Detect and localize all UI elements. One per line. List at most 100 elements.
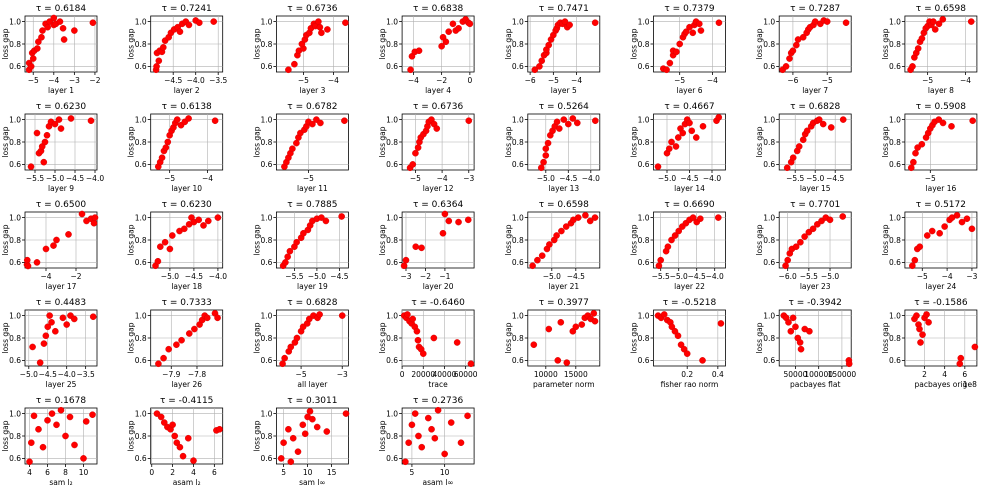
y-tick-label: 1.0 [638, 213, 650, 222]
data-point [546, 241, 553, 248]
data-point [155, 360, 162, 368]
data-point [783, 164, 791, 172]
y-tick-label: 0.6 [135, 62, 147, 71]
x-tick-label: −5 [164, 174, 175, 183]
data-point [916, 325, 923, 333]
data-point [400, 262, 408, 270]
data-point [214, 314, 221, 322]
data-point [309, 415, 316, 423]
y-tick-label: 0.8 [638, 236, 650, 245]
y-tick-label: 0.6 [260, 62, 272, 71]
data-point [33, 129, 41, 137]
x-axis-label: layer 25 [46, 380, 77, 389]
y-tick-label: 0.8 [512, 40, 524, 49]
data-point [293, 139, 300, 147]
x-tick-label: −4 [40, 272, 51, 281]
subplot: 0.6 0.8 1.0 −5 τ = 0.5908 layer 16 loss gap [881, 102, 978, 193]
data-point [289, 434, 297, 442]
x-tick-label: 15000 [564, 370, 588, 379]
y-tick-label: 1.0 [135, 17, 147, 26]
data-point [445, 28, 452, 35]
data-point [557, 319, 565, 326]
y-tick-label: 0.6 [135, 160, 147, 169]
x-tick-label: 50000 [784, 370, 808, 379]
data-point [563, 359, 571, 366]
x-tick-label: −4.5 [185, 272, 203, 281]
y-tick-label: 0.8 [889, 40, 901, 49]
data-point [542, 145, 550, 153]
y-tick-label: 0.6 [512, 356, 524, 365]
data-point [71, 27, 78, 34]
x-tick-label: −6 [787, 76, 798, 85]
data-point [554, 357, 562, 364]
data-point [50, 242, 57, 249]
subplot-title: τ = 0.6138 [162, 102, 212, 112]
y-tick-label: 0.6 [512, 62, 524, 71]
data-point [168, 232, 176, 239]
y-tick-label: 1.0 [386, 115, 398, 124]
y-tick-label: 0.6 [763, 356, 775, 365]
subplot: 0.6 0.8 1.0 −5 −4 −3 τ = 0.6736 layer 12 loss ga… [378, 102, 474, 193]
data-point [717, 320, 725, 327]
data-point [699, 357, 706, 364]
data-point [789, 154, 797, 161]
data-point [161, 238, 169, 246]
data-point [412, 243, 420, 251]
subplot: 0.6 0.8 1.0 5 10 15 τ = 0.3011 sam l∞ loss gap [252, 396, 350, 487]
x-tick-label: 20000 [411, 370, 435, 379]
data-point [663, 66, 670, 74]
x-tick-label: 4 [191, 468, 196, 477]
data-point [60, 36, 68, 43]
subplot: 0.6 0.8 1.0 −5 τ = 0.6782 layer 11 loss gap [252, 102, 349, 193]
data-point [23, 256, 31, 264]
data-point [715, 19, 723, 27]
x-tick-label: 4 [27, 468, 32, 477]
data-point [200, 222, 207, 229]
x-tick-label: −4.5 [39, 370, 57, 379]
y-axis-label: loss gap [127, 126, 136, 157]
x-tick-label: −5.0 [46, 174, 64, 183]
data-point [51, 120, 59, 128]
data-point [911, 256, 919, 264]
data-point [414, 336, 422, 344]
data-point [413, 327, 421, 335]
data-point [338, 312, 346, 319]
data-point [845, 360, 853, 368]
data-point [438, 42, 445, 50]
data-point [582, 212, 589, 219]
data-point [668, 138, 675, 146]
y-tick-label: 1.0 [386, 213, 398, 222]
x-tick-label: −5.5 [652, 272, 670, 281]
y-axis-label: loss gap [127, 224, 136, 255]
data-point [180, 225, 188, 233]
x-tick-label: 5 [410, 468, 415, 477]
x-tick-label: −5.5 [285, 272, 303, 281]
x-tick-label: −4 [202, 174, 213, 183]
data-point [313, 423, 321, 431]
y-tick-label: 1.0 [135, 213, 147, 222]
subplot-title: τ = 0.6736 [413, 102, 463, 112]
y-tick-label: 0.8 [135, 138, 147, 147]
y-tick-label: 0.8 [9, 138, 21, 147]
y-tick-label: 0.8 [386, 40, 398, 49]
y-tick-label: 1.0 [260, 213, 272, 222]
y-tick-label: 0.6 [9, 62, 21, 71]
data-point [793, 41, 800, 49]
subplot-title: τ = 0.6736 [287, 4, 337, 14]
y-tick-label: 1.0 [638, 115, 650, 124]
data-point [441, 210, 449, 218]
x-tick-label: −5 [674, 76, 685, 85]
data-point [157, 413, 165, 421]
x-axis-label: parameter norm [533, 380, 595, 389]
y-axis-label: loss gap [378, 420, 387, 451]
x-axis-label: layer 9 [48, 184, 74, 193]
y-axis-label: loss gap [252, 420, 261, 451]
data-point [688, 127, 696, 135]
data-point [545, 325, 553, 333]
x-tick-label: −5.5 [800, 272, 818, 281]
x-tick-label: 100000 [804, 370, 833, 379]
data-point [909, 63, 916, 70]
data-point [323, 428, 331, 435]
x-tick-label: −5.5 [786, 174, 804, 183]
data-point [171, 432, 178, 440]
